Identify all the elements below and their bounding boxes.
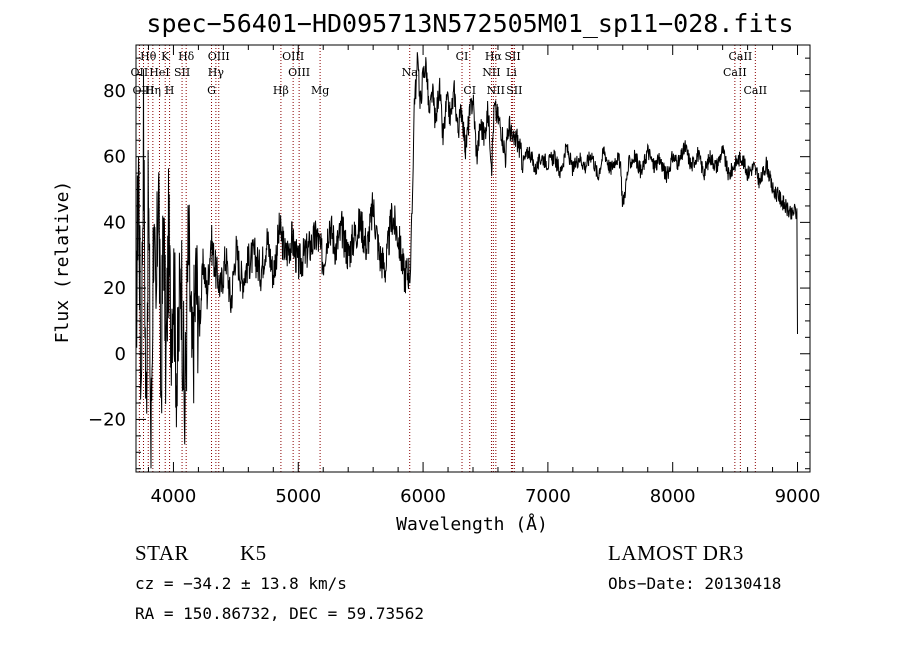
line-label-19: Hη	[145, 84, 161, 97]
ra-dec-coordinates: RA = 150.86732, DEC = 59.73562	[135, 604, 424, 623]
line-label-8: CaII	[729, 50, 753, 63]
y-tick-label-3: 40	[103, 212, 126, 233]
x-tick-label-4: 8000	[650, 486, 696, 507]
line-label-23: Mg	[311, 84, 329, 97]
object-subclass: K5	[240, 541, 267, 565]
y-tick-label-4: 60	[103, 147, 126, 168]
line-label-12: Hγ	[208, 66, 225, 79]
line-label-7: SII	[504, 50, 520, 63]
line-label-11: SII	[174, 66, 190, 79]
line-label-16: Li	[506, 66, 517, 79]
line-label-27: CaII	[743, 84, 767, 97]
line-label-14: Na	[402, 66, 419, 79]
line-label-5: CI	[456, 50, 469, 63]
y-axis-label: Flux (relative)	[52, 181, 73, 344]
line-label-26: SII	[506, 84, 522, 97]
line-label-25: NII	[487, 84, 505, 97]
line-label-1: K	[161, 50, 170, 63]
x-axis-label: Wavelength (Å)	[396, 513, 548, 535]
line-label-18: OIII	[132, 84, 154, 97]
line-label-24: CI	[463, 84, 476, 97]
x-tick-label-2: 6000	[400, 486, 446, 507]
line-label-9: OII	[131, 66, 149, 79]
x-tick-label-5: 9000	[775, 486, 821, 507]
line-label-3: OIII	[208, 50, 230, 63]
line-label-21: G	[207, 84, 216, 97]
line-label-20: H	[165, 84, 175, 97]
y-tick-label-0: −20	[88, 409, 126, 430]
line-label-6: Hα	[485, 50, 503, 63]
line-label-10: HeI	[149, 66, 169, 79]
line-label-13: OIII	[288, 66, 310, 79]
x-tick-label-1: 5000	[275, 486, 321, 507]
x-axis-ticks: 4000 5000 6000 7000 8000 9000	[147, 45, 821, 507]
y-tick-label-1: 0	[115, 344, 126, 365]
observation-date: Obs−Date: 20130418	[608, 574, 781, 593]
survey-name: LAMOST DR3	[608, 541, 744, 565]
series-line-0	[135, 52, 798, 469]
line-label-2: Hδ	[178, 50, 195, 63]
y-tick-label-5: 80	[103, 81, 126, 102]
line-label-0: Hθ	[140, 50, 157, 63]
line-label-15: NII	[482, 66, 500, 79]
y-axis-ticks: −20 0 20 40 60 80	[88, 57, 810, 470]
chart-title: spec−56401−HD095713N572505M01_sp11−028.f…	[146, 9, 793, 38]
x-tick-label-3: 7000	[525, 486, 571, 507]
object-class: STAR	[135, 541, 189, 565]
spectral-line-markers	[138, 45, 756, 472]
line-label-17: CaII	[723, 66, 747, 79]
y-tick-label-2: 20	[103, 278, 126, 299]
x-tick-label-0: 4000	[151, 486, 197, 507]
line-label-22: Hβ	[273, 84, 289, 97]
redshift-cz: cz = −34.2 ± 13.8 km/s	[135, 574, 347, 593]
line-label-4: OIII	[282, 50, 304, 63]
spectrum-series	[135, 52, 798, 469]
